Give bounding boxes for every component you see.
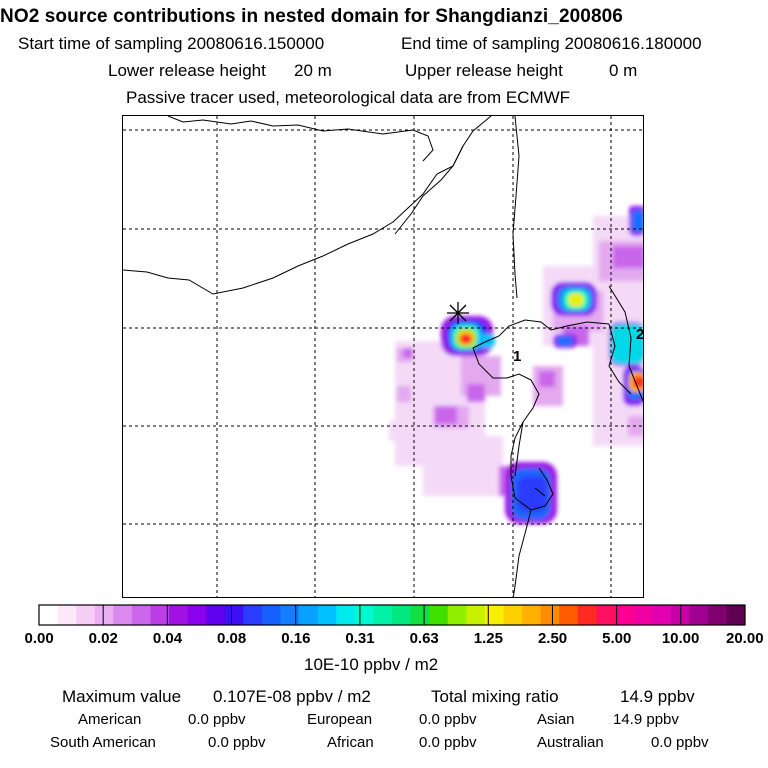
colorbar-swatch <box>614 605 634 625</box>
colorbar-swatch <box>76 605 96 625</box>
colorbar-swatch <box>410 605 430 625</box>
map-panel: 1 2 <box>122 115 644 598</box>
colorbar-swatch <box>522 605 542 625</box>
region-south-american-name: South American <box>50 734 156 751</box>
colorbar-tick-label: 0.04 <box>152 630 183 647</box>
colorbar-swatch <box>392 605 411 625</box>
map-canvas: 1 2 <box>123 116 644 597</box>
total-mixing-value: 14.9 ppbv <box>620 687 695 706</box>
colorbar-unit: 10E-10 ppbv / m2 <box>304 655 439 674</box>
region-european-name: European <box>307 711 373 728</box>
region-african-value: 0.0 ppbv <box>419 734 477 751</box>
colorbar-swatch <box>503 605 523 625</box>
colorbar-tick-label: 0.63 <box>409 630 439 647</box>
region-asian-value: 14.9 ppbv <box>613 711 679 728</box>
colorbar-swatch <box>299 605 319 625</box>
colorbar-swatch <box>689 605 709 625</box>
colorbar-frame <box>38 604 746 626</box>
max-value: 0.107E-08 ppbv / m2 <box>213 687 371 706</box>
colorbar-swatch <box>113 605 133 625</box>
end-time-label: End time of sampling 20080616.180000 <box>401 34 702 53</box>
colorbar-swatch <box>540 605 560 625</box>
concentration-field <box>389 206 643 524</box>
region-european-value: 0.0 ppbv <box>419 711 477 728</box>
lower-release-label: Lower release height <box>108 61 266 80</box>
colorbar-swatch <box>224 605 244 625</box>
colorbar-tick-label: 1.25 <box>473 630 503 647</box>
region-australian-name: Australian <box>537 734 604 751</box>
station-label-2: 2 <box>636 326 644 343</box>
colorbar <box>38 604 746 631</box>
map-title: NO2 source contributions in nested domai… <box>0 6 623 27</box>
x-cross-icon <box>447 302 469 324</box>
colorbar-tick-label: 2.50 <box>537 630 568 647</box>
station-label-1: 1 <box>513 348 521 365</box>
colorbar-tick-label: 5.00 <box>602 630 632 647</box>
graticule <box>123 116 643 597</box>
start-time-label: Start time of sampling 20080616.150000 <box>18 34 325 53</box>
colorbar-swatch <box>559 605 579 625</box>
colorbar-swatch <box>336 605 356 625</box>
tracer-note: Passive tracer used, meteorological data… <box>126 88 571 107</box>
coastlines <box>123 116 643 597</box>
colorbar-swatch <box>577 605 597 625</box>
colorbar-tick-label: 0.08 <box>217 630 247 647</box>
colorbar-swatches <box>38 604 746 626</box>
colorbar-swatch <box>169 605 189 625</box>
colorbar-tick-label: 0.16 <box>281 630 311 647</box>
colorbar-swatch <box>57 605 77 625</box>
colorbar-swatch <box>633 605 653 625</box>
colorbar-swatch <box>243 605 263 625</box>
colorbar-tick-label: 0.02 <box>88 630 118 647</box>
colorbar-swatch <box>187 605 207 625</box>
region-african-name: African <box>327 734 374 751</box>
region-american-name: American <box>78 711 142 728</box>
region-american-value: 0.0 ppbv <box>188 711 246 728</box>
colorbar-swatch <box>131 605 151 625</box>
colorbar-swatch <box>261 605 281 625</box>
region-south-american-value: 0.0 ppbv <box>208 734 266 751</box>
region-australian-value: 0.0 ppbv <box>651 734 709 751</box>
colorbar-swatch <box>447 605 467 625</box>
upper-release-label: Upper release height <box>405 61 563 80</box>
colorbar-tick-label: 0.31 <box>345 630 375 647</box>
colorbar-swatch <box>373 605 393 625</box>
region-asian-name: Asian <box>537 711 575 728</box>
total-mixing-label: Total mixing ratio <box>431 687 559 706</box>
colorbar-swatch <box>707 605 727 625</box>
colorbar-swatch <box>354 605 374 625</box>
colorbar-swatch <box>317 605 337 625</box>
colorbar-swatch <box>484 605 504 625</box>
colorbar-swatch <box>596 605 616 625</box>
colorbar-swatch <box>670 605 690 625</box>
colorbar-swatch <box>150 605 170 625</box>
lower-release-value: 20 m <box>294 61 332 80</box>
colorbar-swatch <box>94 605 114 625</box>
colorbar-swatch <box>206 605 226 625</box>
colorbar-swatch <box>280 605 300 625</box>
colorbar-swatch <box>652 605 672 625</box>
colorbar-swatch <box>39 605 58 625</box>
colorbar-tick-label: 20.00 <box>726 630 764 647</box>
max-value-label: Maximum value <box>62 687 182 706</box>
colorbar-tick-label: 10.00 <box>661 630 700 647</box>
colorbar-swatch <box>726 605 746 625</box>
upper-release-value: 0 m <box>609 61 638 80</box>
colorbar-swatch <box>429 605 449 625</box>
colorbar-swatch <box>466 605 486 625</box>
colorbar-tick-label: 0.00 <box>24 630 54 647</box>
